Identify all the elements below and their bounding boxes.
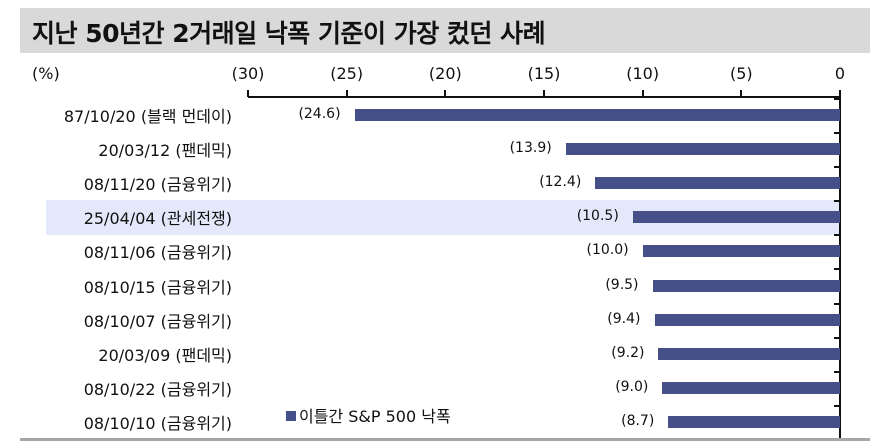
- bar: [668, 415, 840, 428]
- category-label: 08/10/22 (금융위기): [83, 379, 232, 399]
- tick-label: (25): [330, 64, 364, 83]
- tick-label: 0: [834, 64, 846, 83]
- category-label: 20/03/12 (팬데믹): [98, 141, 232, 161]
- tick-label: (15): [527, 64, 561, 83]
- value-label: (10.5): [576, 208, 619, 225]
- zero-axis-tick: [834, 200, 840, 203]
- zero-axis-tick: [834, 234, 840, 237]
- zero-axis-tick: [834, 404, 840, 407]
- category-label: 25/04/04 (관세전쟁): [83, 209, 232, 229]
- bar: [632, 211, 840, 224]
- value-label: (24.6): [298, 106, 341, 122]
- tick-label: (20): [428, 64, 462, 83]
- value-label: (9.2): [611, 344, 645, 361]
- bar: [595, 177, 840, 190]
- value-label: (9.4): [607, 310, 641, 327]
- tick-label: (30): [231, 64, 265, 83]
- zero-axis-tick: [834, 132, 840, 135]
- zero-axis-tick: [834, 336, 840, 339]
- category-label: 08/11/06 (금융위기): [83, 243, 232, 263]
- legend-label: 이틀간 S&P 500 낙폭: [299, 407, 451, 426]
- bar: [654, 313, 840, 326]
- category-label: 20/03/09 (팬데믹): [98, 345, 232, 365]
- category-label: 08/11/20 (금융위기): [83, 175, 232, 195]
- value-label: (13.9): [509, 140, 552, 157]
- category-label: 08/10/15 (금융위기): [83, 277, 232, 297]
- chart-title: 지난 50년간 2거래일 낙폭 기준이 가장 컸던 사례: [32, 19, 546, 48]
- axis-tick: [345, 90, 348, 97]
- category-label: 87/10/20 (블랙 먼데이): [63, 107, 232, 126]
- legend: 이틀간 S&P 500 낙폭: [286, 403, 451, 427]
- value-label: (8.7): [621, 412, 655, 429]
- value-label: (9.5): [605, 276, 639, 293]
- axis-tick: [740, 90, 743, 97]
- axis-tick: [641, 90, 644, 97]
- value-label: (10.0): [586, 242, 629, 259]
- bottom-rule: [20, 438, 870, 441]
- bar: [642, 245, 840, 258]
- bar: [658, 347, 840, 360]
- zero-axis-tick: [834, 166, 840, 169]
- zero-axis-tick: [834, 97, 840, 100]
- tick-label: (10): [626, 64, 660, 83]
- zero-axis-line: [839, 91, 841, 439]
- bar: [652, 279, 840, 292]
- bar: [662, 381, 840, 394]
- value-label: (12.4): [539, 174, 582, 191]
- bar: [354, 109, 840, 121]
- unit-label: (%): [32, 64, 60, 83]
- axis-tick: [444, 90, 447, 97]
- bar: [565, 143, 840, 156]
- axis-line: [248, 96, 840, 98]
- value-label: (9.0): [615, 378, 649, 395]
- zero-axis-tick: [834, 302, 840, 305]
- zero-axis-tick: [834, 370, 840, 373]
- axis-tick: [247, 90, 249, 97]
- zero-axis-tick: [834, 268, 840, 271]
- legend-swatch-icon: [286, 411, 296, 421]
- title-bar: 지난 50년간 2거래일 낙폭 기준이 가장 컸던 사례: [20, 8, 870, 53]
- axis-tick: [543, 90, 545, 97]
- category-label: 08/10/10 (금융위기): [83, 413, 232, 433]
- tick-label: (5): [729, 64, 753, 83]
- category-label: 08/10/07 (금융위기): [83, 311, 232, 331]
